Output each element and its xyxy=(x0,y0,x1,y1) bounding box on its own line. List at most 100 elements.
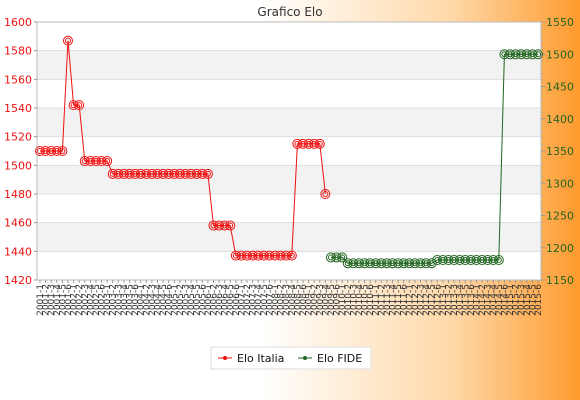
right-axis-tick-label: 1500 xyxy=(546,48,574,61)
chart-title: Grafico Elo xyxy=(257,5,322,19)
data-point-inner xyxy=(238,252,245,259)
data-point xyxy=(477,255,488,266)
right-axis-tick-label: 1250 xyxy=(546,210,574,223)
x-axis-tick-label: 2013-5 xyxy=(461,284,471,316)
data-point-inner xyxy=(193,170,200,177)
right-axis-tick-label: 1450 xyxy=(546,81,574,94)
data-point xyxy=(146,168,157,179)
data-point-inner xyxy=(92,158,99,165)
data-point xyxy=(51,146,62,156)
data-point xyxy=(516,49,527,60)
data-point-inner xyxy=(272,252,279,259)
data-point xyxy=(533,49,543,60)
x-axis-tick-label: 2014-2 xyxy=(478,284,488,316)
data-point xyxy=(314,138,325,149)
data-point-inner xyxy=(395,260,402,267)
data-point xyxy=(460,255,471,266)
right-axis-tick-label: 1300 xyxy=(546,177,574,190)
x-axis-tick-label: 2012-5 xyxy=(428,284,438,316)
data-point-inner xyxy=(456,257,463,264)
right-axis-tick-label: 1350 xyxy=(546,145,574,158)
left-axis-tick-label: 1580 xyxy=(4,45,32,58)
x-axis-tick-label: 2004-5 xyxy=(159,284,169,316)
data-point-inner xyxy=(87,158,94,165)
data-point-inner xyxy=(400,260,407,267)
data-point-inner xyxy=(216,222,223,229)
x-axis-tick-label: 2008-2 xyxy=(277,284,287,316)
data-point-inner xyxy=(42,148,49,154)
x-axis-tick-label: 2009-2 xyxy=(310,284,320,316)
data-point-inner xyxy=(70,102,77,109)
data-point-inner xyxy=(322,191,329,197)
data-point xyxy=(68,100,79,111)
data-point-inner xyxy=(249,252,256,259)
data-point xyxy=(214,220,225,231)
legend-box xyxy=(210,346,372,370)
data-point xyxy=(225,220,236,231)
x-axis-tick-label: 2003-6 xyxy=(131,284,141,316)
data-point-inner xyxy=(434,257,441,264)
data-point-inner xyxy=(143,170,150,177)
data-point-inner xyxy=(48,148,55,154)
data-point xyxy=(309,138,320,149)
data-point-inner xyxy=(76,102,83,109)
x-axis-tick-label: 2005-3 xyxy=(181,284,191,316)
data-point xyxy=(303,138,314,149)
data-point xyxy=(421,258,432,269)
data-point xyxy=(443,255,454,266)
data-point xyxy=(449,255,460,266)
x-axis-tick-label: 2015-3 xyxy=(517,284,527,316)
data-point xyxy=(124,168,135,179)
data-point-inner xyxy=(383,260,390,267)
data-point xyxy=(432,255,443,266)
x-axis-tick-label: 2012-6 xyxy=(433,284,443,316)
data-point xyxy=(527,49,538,60)
x-axis-tick-label: 2009-4 xyxy=(321,284,331,316)
data-point xyxy=(130,168,141,179)
x-axis-tick-label: 2006-1 xyxy=(204,284,214,316)
data-point-inner xyxy=(171,170,178,177)
data-point xyxy=(281,250,292,261)
x-axis-tick-label: 2001-2 xyxy=(42,284,52,316)
data-point-inner xyxy=(378,260,385,267)
data-point xyxy=(510,49,521,60)
x-axis-tick-label: 2007-3 xyxy=(249,284,259,316)
x-axis-tick-label: 2007-6 xyxy=(265,284,275,316)
x-axis-tick-label: 2007-2 xyxy=(243,284,253,316)
data-point-inner xyxy=(266,252,273,259)
data-point xyxy=(253,250,264,261)
x-axis-tick-label: 2005-5 xyxy=(193,284,203,316)
data-point xyxy=(236,250,247,261)
data-point xyxy=(57,146,68,156)
data-point xyxy=(102,156,113,167)
data-point xyxy=(169,168,180,179)
data-point-inner xyxy=(227,222,234,229)
data-point xyxy=(426,258,437,269)
x-axis-tick-label: 2015-6 xyxy=(534,284,544,316)
data-point xyxy=(404,258,415,269)
data-point xyxy=(79,156,90,167)
x-axis-tick-label: 2002-5 xyxy=(92,284,102,316)
x-axis-tick-label: 2011-1 xyxy=(372,284,382,316)
x-axis-tick-label: 2009-1 xyxy=(305,284,315,316)
x-axis-tick-label: 2015-2 xyxy=(512,284,522,316)
data-point-inner xyxy=(115,170,122,177)
x-axis-tick-label: 2004-1 xyxy=(137,284,147,316)
data-point xyxy=(297,138,308,149)
data-point xyxy=(258,250,269,261)
data-point-inner xyxy=(294,140,301,147)
x-axis-tick-label: 2003-4 xyxy=(120,284,130,316)
x-axis-tick-label: 2014-4 xyxy=(489,284,499,316)
data-point-inner xyxy=(210,222,217,229)
data-point xyxy=(186,168,197,179)
x-axis-tick-label: 2013-3 xyxy=(450,284,460,316)
data-point-inner xyxy=(154,170,161,177)
data-point xyxy=(437,255,448,266)
data-point-inner xyxy=(484,257,491,264)
x-axis-tick-label: 2010-1 xyxy=(338,284,348,316)
data-point xyxy=(74,100,85,111)
x-axis-tick-label: 2013-6 xyxy=(467,284,477,316)
data-point xyxy=(370,258,381,269)
